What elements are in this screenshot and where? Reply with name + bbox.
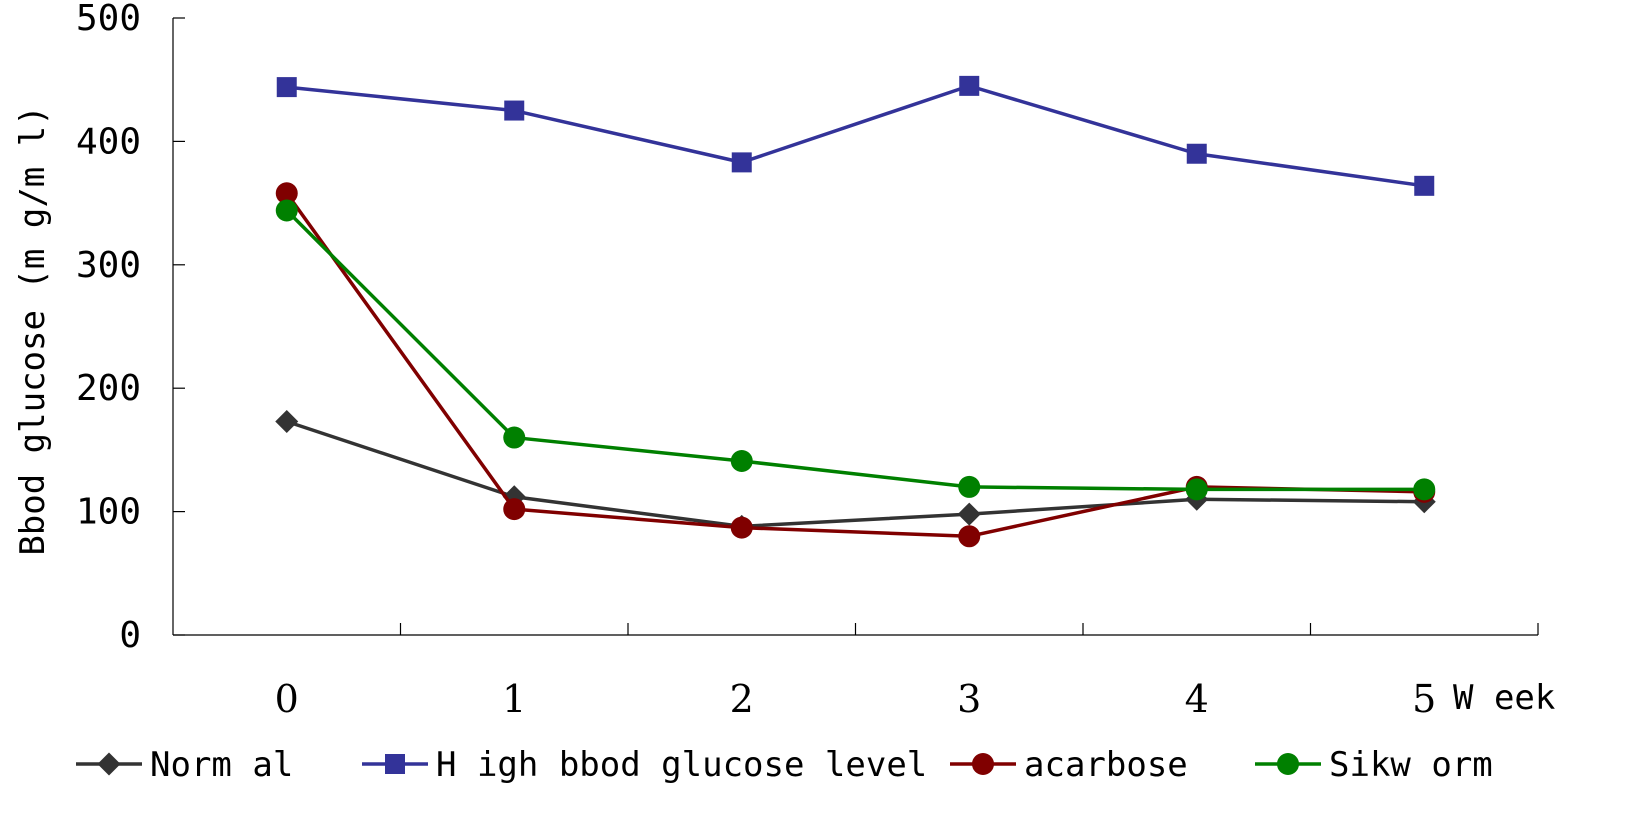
x-tick-labels: 0 1 2 3 4 5 [275,677,1437,721]
data-point-square [385,754,405,774]
data-point-circle [275,199,298,222]
data-point-square [959,75,980,96]
data-point-circle [503,426,526,449]
y-tick-label: 200 [76,368,141,409]
legend-entry: Norm al [76,745,293,785]
series-line [285,209,1425,492]
data-point-square [731,152,752,173]
data-point-square [504,100,525,121]
x-tick-label: 3 [957,677,981,721]
data-point-circle [958,525,981,548]
series-4 [275,199,1436,501]
y-tick-label: 400 [76,121,141,162]
data-point-circle [730,450,753,473]
chart-axes [172,17,1539,636]
legend-label: Sikw orm [1329,745,1493,785]
x-axis-label: W eek [1453,678,1555,718]
data-point-square [276,77,297,98]
x-tick-label: 1 [502,677,526,721]
y-tick-label: 0 [119,615,141,656]
y-tick-label: 300 [76,245,141,286]
series-line [285,192,1425,539]
data-point-square [1414,175,1435,196]
data-point-circle [730,516,753,539]
data-point-circle [503,498,526,521]
data-point-circle [972,753,994,775]
series-line [286,84,1425,188]
series-3 [275,182,1436,548]
data-point-diamond [957,502,981,526]
legend-entry: acarbose [950,745,1188,785]
legend-label: Norm al [150,745,293,785]
y-tick-labels: 0 100 200 300 400 500 [76,0,141,656]
legend-entry: H igh bbod glucose level [362,745,927,785]
y-tick-label: 100 [76,492,141,533]
y-tick-label: 500 [76,0,141,39]
data-point-circle [958,475,981,498]
series-line [286,419,1425,529]
x-tick-label: 5 [1412,677,1436,721]
legend-label: H igh bbod glucose level [436,745,927,785]
legend-entry: Sikw orm [1255,745,1493,785]
data-point-circle [1185,478,1208,501]
data-point-circle [1277,753,1299,775]
series-2 [276,75,1435,196]
data-point-diamond [275,410,299,434]
legend-label: acarbose [1024,745,1188,785]
x-tick-label: 0 [275,677,299,721]
data-point-square [1186,143,1207,164]
chart-series [275,75,1436,548]
chart-legend: Norm al H igh bbod glucose level acarbose S… [76,745,1493,785]
data-point-circle [275,182,298,205]
x-tick-label: 2 [730,677,754,721]
data-point-circle [1413,478,1436,501]
x-tick-label: 4 [1185,677,1209,721]
y-axis-label: Bbod glucose (m g/m l) [13,105,53,555]
data-point-diamond [97,752,121,776]
